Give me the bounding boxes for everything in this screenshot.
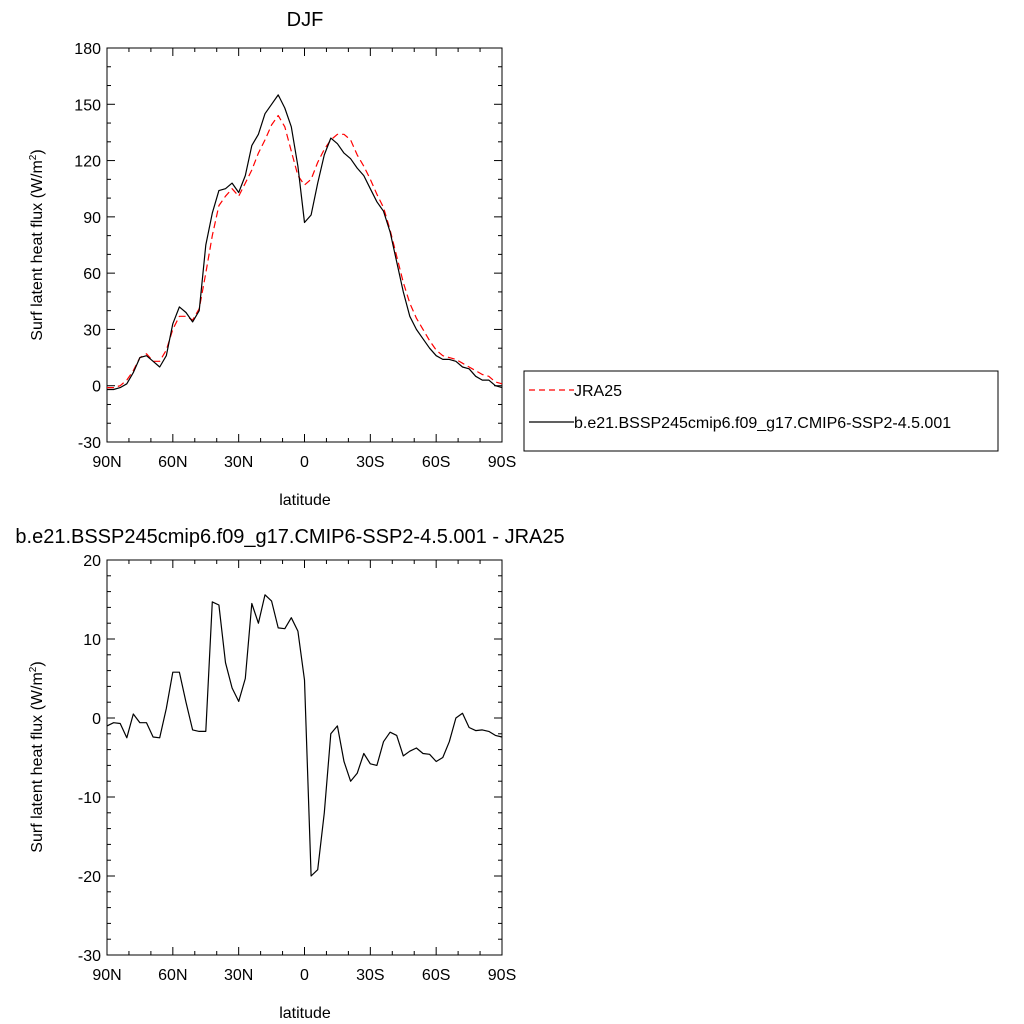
bottom-x-tick-label: 0 [300,967,309,984]
bottom-x-tick-label: 30N [224,967,253,984]
top-y-tick-labels: -30 0 30 60 90 120 150 180 [74,41,101,452]
top-y-tick-label: 0 [92,379,101,396]
top-series-line-jra25 [107,114,503,389]
top-y-axis-label-tail: ) [29,149,46,154]
top-x-axis-label: latitude [279,492,331,509]
top-y-tick-label: 30 [83,322,101,339]
top-x-tick-label: 0 [300,454,309,471]
bottom-y-axis-label-sup: 2 [28,666,39,672]
top-y-tick-label: 150 [74,97,101,114]
top-series-line-model [107,94,503,391]
top-ticks [106,47,503,443]
bottom-x-tick-labels: 90N 60N 30N 0 30S 60S 90S [92,967,516,984]
top-y-tick-label: 180 [74,41,101,58]
bottom-series-line-difference [106,594,503,877]
legend-box [523,370,999,452]
bottom-y-axis-label: Surf latent heat flux (W/m2) [28,661,46,852]
top-y-tick-label: -30 [78,435,101,452]
bottom-y-tick-label: 0 [92,711,101,728]
top-x-tick-label: 60S [422,454,450,471]
bottom-x-tick-label: 90S [488,967,516,984]
legend-label-jra25: JRA25 [574,383,622,400]
top-x-tick-labels: 90N 60N 30N 0 30S 60S 90S [92,454,516,471]
top-chart-title: DJF [287,9,324,31]
top-y-axis-label: Surf latent heat flux (W/m2) [28,149,46,340]
top-plot-frame [106,47,503,443]
bottom-ticks [106,559,503,956]
top-x-tick-label: 60N [158,454,187,471]
bottom-y-tick-label: 20 [83,553,101,570]
top-y-tick-label: 120 [74,154,101,171]
legend-label-model: b.e21.BSSP245cmip6.f09_g17.CMIP6-SSP2-4.… [574,415,951,432]
bottom-y-axis-label-tail: ) [29,661,46,666]
bottom-x-axis-label: latitude [279,1005,331,1022]
bottom-x-tick-label: 60N [158,967,187,984]
bottom-series-lines [106,594,503,877]
bottom-y-tick-label: 10 [83,632,101,649]
top-y-axis-label-main: Surf latent heat flux (W/m [29,160,46,341]
bottom-y-tick-labels: -30 -20 -10 0 10 20 [78,553,101,965]
top-y-tick-label: 60 [83,266,101,283]
top-y-tick-label: 90 [83,210,101,227]
bottom-x-tick-label: 30S [356,967,384,984]
top-x-tick-label: 90N [92,454,121,471]
bottom-y-axis-label-main: Surf latent heat flux (W/m [29,672,46,853]
top-series-lines [107,94,503,391]
bottom-y-tick-label: -20 [78,869,101,886]
bottom-chart-title: b.e21.BSSP245cmip6.f09_g17.CMIP6-SSP2-4.… [15,526,564,548]
legend: JRA25 b.e21.BSSP245cmip6.f09_g17.CMIP6-S… [523,370,999,452]
bottom-y-tick-label: -10 [78,790,101,807]
bottom-x-tick-label: 90N [92,967,121,984]
bottom-y-tick-label: -30 [78,948,101,965]
top-x-tick-label: 30S [356,454,384,471]
bottom-panel: b.e21.BSSP245cmip6.f09_g17.CMIP6-SSP2-4.… [15,526,564,1022]
bottom-x-tick-label: 60S [422,967,450,984]
top-x-tick-label: 30N [224,454,253,471]
top-panel: DJF -30 0 30 60 90 120 150 180 90N 60N 30N 0 30S 60S… [28,9,516,509]
top-y-axis-label-sup: 2 [28,154,39,160]
top-x-tick-label: 90S [488,454,516,471]
